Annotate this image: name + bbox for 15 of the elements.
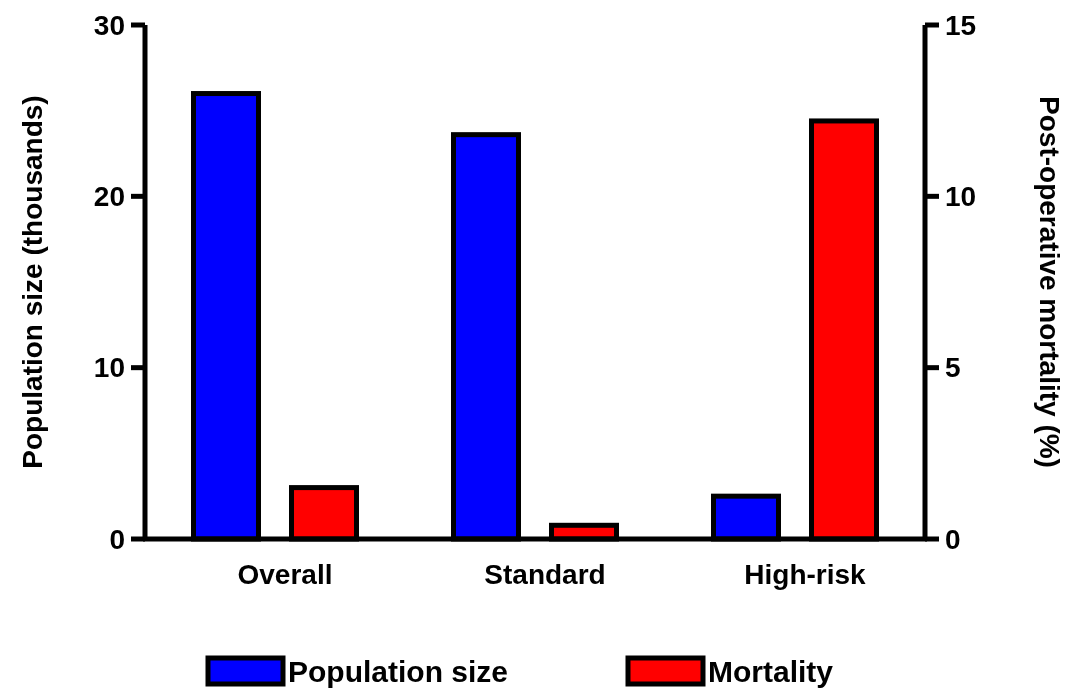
- y2-tick-label: 15: [945, 9, 977, 41]
- x-tick-label: Overall: [237, 559, 333, 590]
- y-tick-label: 10: [93, 352, 125, 384]
- y2-tick-label: 10: [945, 180, 977, 212]
- legend-label: Population size: [288, 654, 509, 688]
- y2-tick-label: 5: [945, 352, 961, 384]
- y2-axis-title: Post-operative mortality (%): [1034, 96, 1065, 468]
- x-tick-label: High-risk: [744, 559, 867, 590]
- x-tick-label: Standard: [484, 559, 606, 590]
- y-tick-label: 20: [93, 180, 125, 212]
- y2-tick-label: 0: [945, 523, 961, 555]
- y-axis-title: Population size (thousands): [17, 95, 48, 469]
- legend-label: Mortality: [708, 654, 834, 688]
- y-tick-label: 30: [93, 9, 125, 41]
- y-tick-label: 0: [109, 523, 125, 555]
